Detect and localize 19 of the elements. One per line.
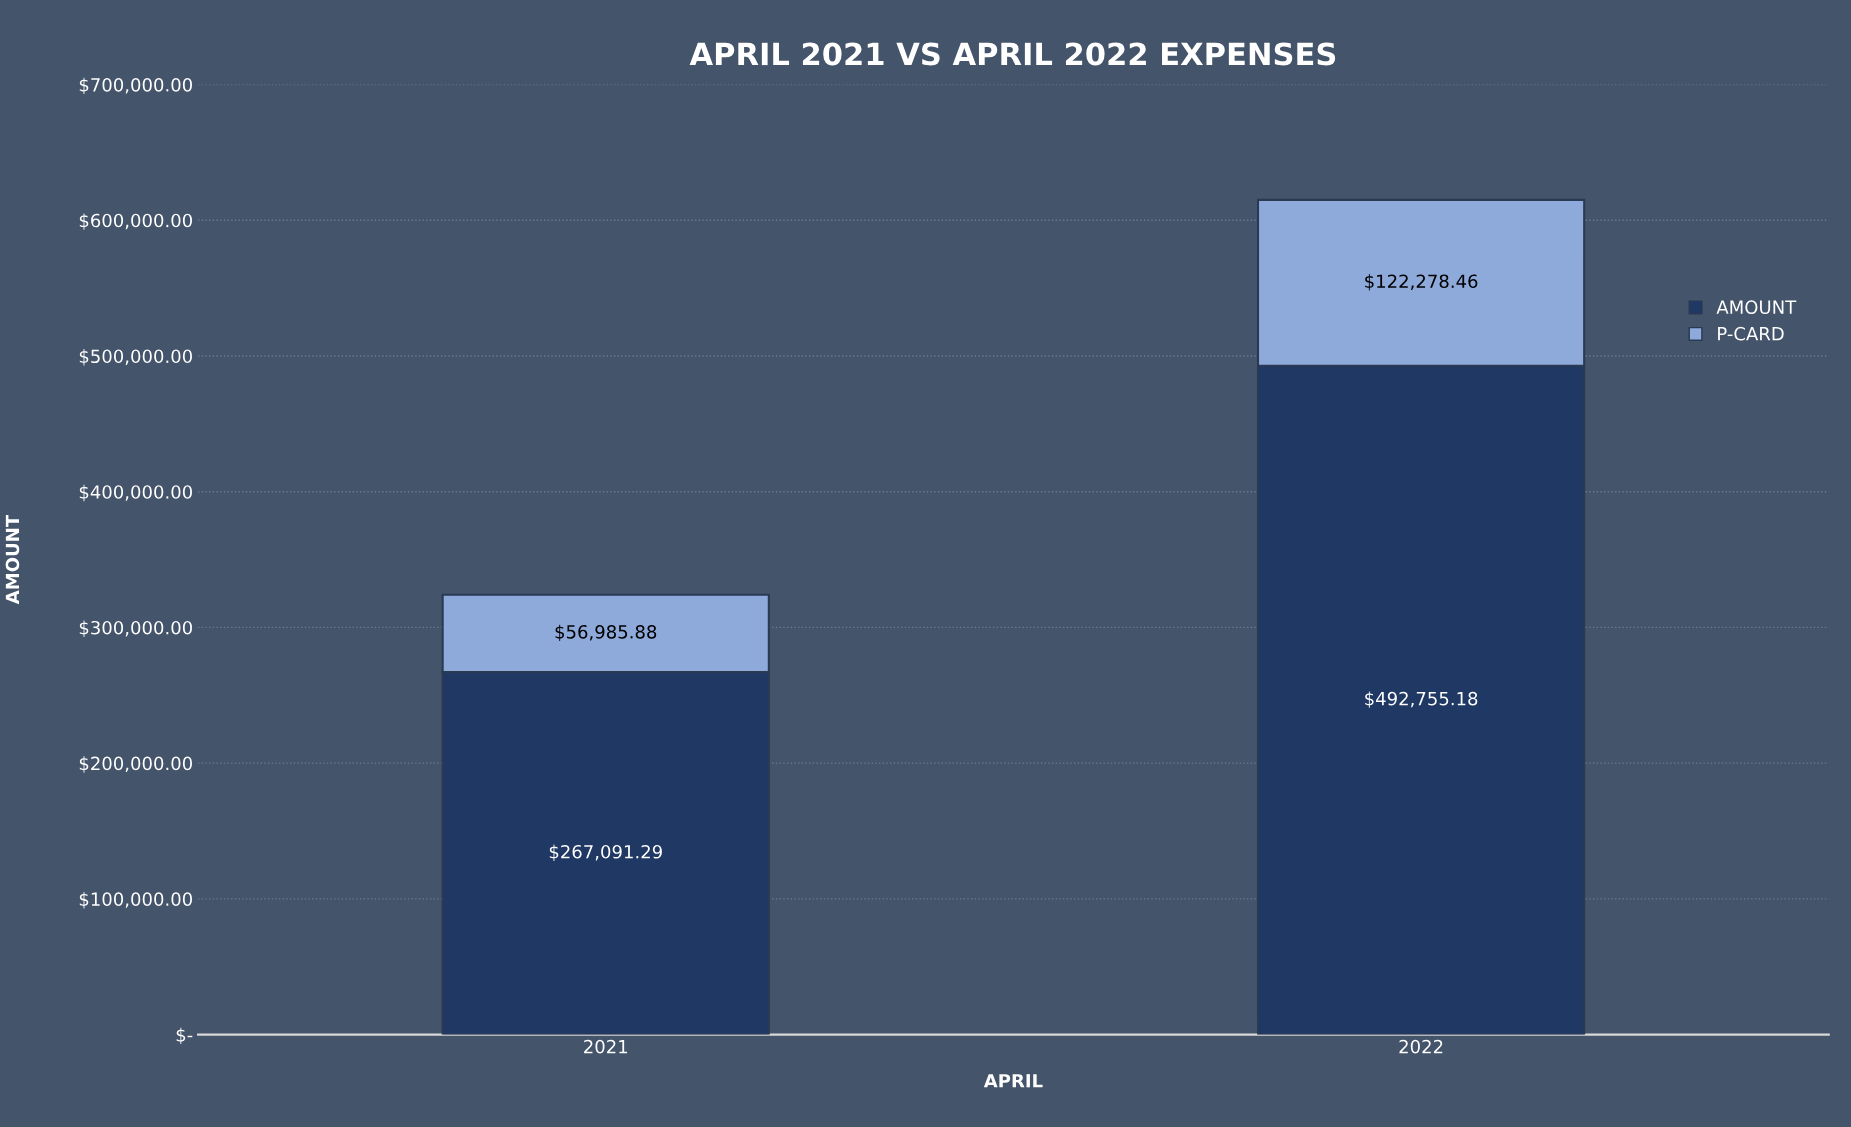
data-label: $56,985.88 bbox=[555, 624, 657, 642]
y-tick-label: $100,000.00 bbox=[79, 892, 192, 909]
y-tick-label: $700,000.00 bbox=[79, 77, 192, 95]
x-axis-title: APRIL bbox=[983, 1074, 1043, 1088]
y-axis-title: AMOUNT bbox=[5, 514, 20, 605]
data-label: $267,091.29 bbox=[549, 844, 662, 861]
legend-label: P-CARD bbox=[1718, 326, 1784, 341]
chart-title: APRIL 2021 VS APRIL 2022 EXPENSES bbox=[689, 42, 1336, 66]
x-tick-label: 2021 bbox=[584, 1039, 628, 1054]
y-tick-label: $500,000.00 bbox=[79, 349, 192, 366]
legend-label: AMOUNT bbox=[1716, 300, 1797, 315]
y-tick-label: $400,000.00 bbox=[79, 484, 192, 502]
data-label: $492,755.18 bbox=[1365, 691, 1478, 708]
x-tick-label: 2022 bbox=[1399, 1039, 1443, 1054]
y-tick-label: $200,000.00 bbox=[79, 756, 192, 773]
y-tick-label: $300,000.00 bbox=[79, 620, 192, 637]
y-tick-label: $- bbox=[176, 1027, 193, 1045]
data-label: $122,278.46 bbox=[1365, 274, 1478, 291]
y-tick-label: $600,000.00 bbox=[79, 213, 192, 230]
